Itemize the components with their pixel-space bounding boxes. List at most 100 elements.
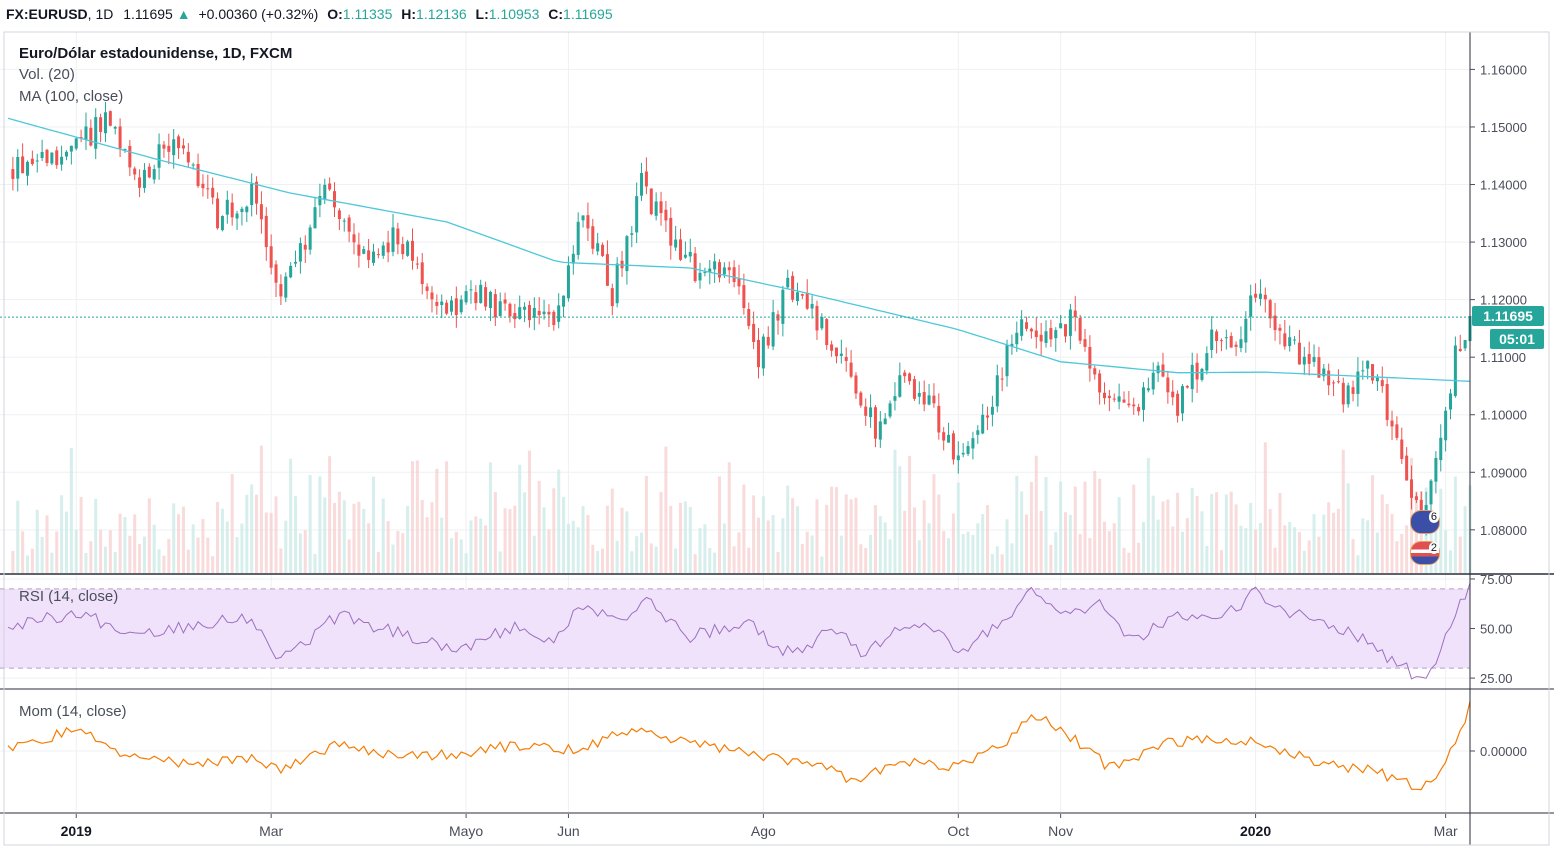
chart-canvas[interactable]: 1.16000 1.15000 1.14000 1.13000 1.12000 1.110…: [0, 28, 1554, 852]
candle-body: [557, 305, 561, 322]
candle-body: [1293, 339, 1297, 341]
rsi-legend[interactable]: RSI (14, close): [19, 588, 119, 605]
candle-body: [562, 295, 566, 307]
candle-body: [1151, 372, 1155, 390]
mom-legend[interactable]: Mom (14, close): [19, 703, 127, 720]
volume-bar: [206, 537, 210, 573]
volume-bar: [50, 552, 54, 573]
candle-body: [922, 392, 926, 405]
candle-body: [1224, 337, 1228, 339]
volume-bar: [21, 531, 25, 573]
volume-bar: [1448, 550, 1453, 573]
candle-body: [294, 261, 298, 264]
volume-bar: [138, 543, 142, 573]
volume-bar: [225, 521, 229, 573]
x-tick-label: Mar: [259, 823, 283, 839]
candle-body: [1200, 368, 1204, 380]
chart-frame: [3, 31, 1550, 846]
candle-body: [752, 323, 756, 343]
volume-bar: [118, 513, 122, 573]
candle-body: [459, 299, 463, 313]
volume-bar: [878, 516, 882, 573]
open-label: O:: [327, 6, 343, 22]
volume-bar: [752, 495, 756, 573]
candle-body: [303, 244, 307, 250]
volume-bar: [294, 496, 298, 573]
volume-bar: [69, 447, 73, 573]
candle-body: [255, 181, 259, 204]
volume-bar: [1000, 554, 1004, 573]
us-event-flag-icon[interactable]: 2: [1410, 541, 1440, 565]
candle-body: [1190, 364, 1194, 390]
candle-body: [1322, 368, 1326, 377]
candle-body: [337, 210, 341, 220]
candle-body: [1068, 309, 1072, 336]
eu-event-count: 6: [1428, 511, 1439, 523]
volume-bar: [1307, 540, 1311, 573]
volume-bar: [615, 540, 619, 573]
volume-bar: [142, 536, 146, 573]
candle-body: [138, 177, 142, 188]
candle-body: [596, 243, 600, 252]
volume-bar: [776, 552, 780, 573]
candle-body: [1020, 319, 1024, 336]
symbol-name[interactable]: FX:EURUSD: [6, 6, 88, 22]
candle-body: [986, 415, 990, 418]
candle-body: [186, 151, 190, 163]
volume-bar: [1439, 488, 1443, 573]
volume-legend[interactable]: Vol. (20): [19, 66, 75, 83]
candle-body: [1361, 370, 1365, 372]
interval-label[interactable]: 1D: [95, 6, 114, 22]
candle-body: [674, 239, 678, 248]
candle-body: [1137, 407, 1141, 412]
candle-body: [1122, 399, 1126, 403]
price-scale[interactable]: 1.16000 1.15000 1.14000 1.13000 1.12000 1.110…: [1470, 62, 1527, 759]
price-candles[interactable]: [11, 101, 1472, 536]
candle-body: [259, 204, 263, 220]
volume-bar: [201, 519, 205, 573]
candle-body: [430, 292, 434, 300]
volume-bar: [708, 548, 712, 573]
time-scale[interactable]: 2019 Mar Mayo Jun Ago Oct Nov 2020 Mar: [61, 814, 1458, 839]
candle-body: [742, 285, 746, 308]
volume-bar: [74, 529, 78, 573]
volume-bar: [172, 503, 176, 573]
volume-bar: [449, 538, 453, 573]
candle-body: [381, 245, 385, 256]
eu-event-flag-icon[interactable]: 6: [1410, 510, 1440, 534]
y-tick-label: 0.00000: [1480, 744, 1527, 759]
candle-body: [177, 136, 181, 149]
candle-body: [1375, 377, 1379, 382]
candle-body: [206, 188, 210, 190]
volume-bar: [683, 501, 687, 573]
candle-body: [771, 312, 775, 347]
volume-bar: [1132, 484, 1136, 573]
volume-bar: [362, 508, 366, 573]
volume-bar: [123, 517, 127, 573]
candle-body: [1195, 362, 1199, 380]
candle-body: [713, 261, 717, 270]
candle-body: [1180, 386, 1184, 414]
candle-body: [201, 183, 205, 189]
volume-bar: [1361, 518, 1365, 573]
candle-body: [825, 319, 829, 346]
candle-body: [1171, 391, 1175, 398]
chart-title[interactable]: Euro/Dólar estadounidense, 1D, FXCM: [19, 45, 293, 62]
candle-body: [50, 152, 54, 164]
volume-bar: [250, 484, 254, 573]
ma-legend[interactable]: MA (100, close): [19, 88, 124, 105]
volume-bar: [703, 524, 707, 573]
candle-body: [1000, 378, 1004, 380]
candle-body: [1458, 348, 1462, 352]
candle-body: [722, 267, 726, 275]
candle-body: [508, 303, 512, 317]
candle-body: [25, 161, 30, 176]
candle-body: [1176, 393, 1180, 416]
candle-body: [859, 392, 863, 406]
candle-body: [635, 196, 639, 233]
candle-body: [1205, 353, 1209, 371]
candle-body: [1244, 318, 1248, 343]
volume-bar: [995, 546, 999, 573]
candle-body: [1088, 346, 1092, 369]
volume-bar: [605, 505, 609, 573]
